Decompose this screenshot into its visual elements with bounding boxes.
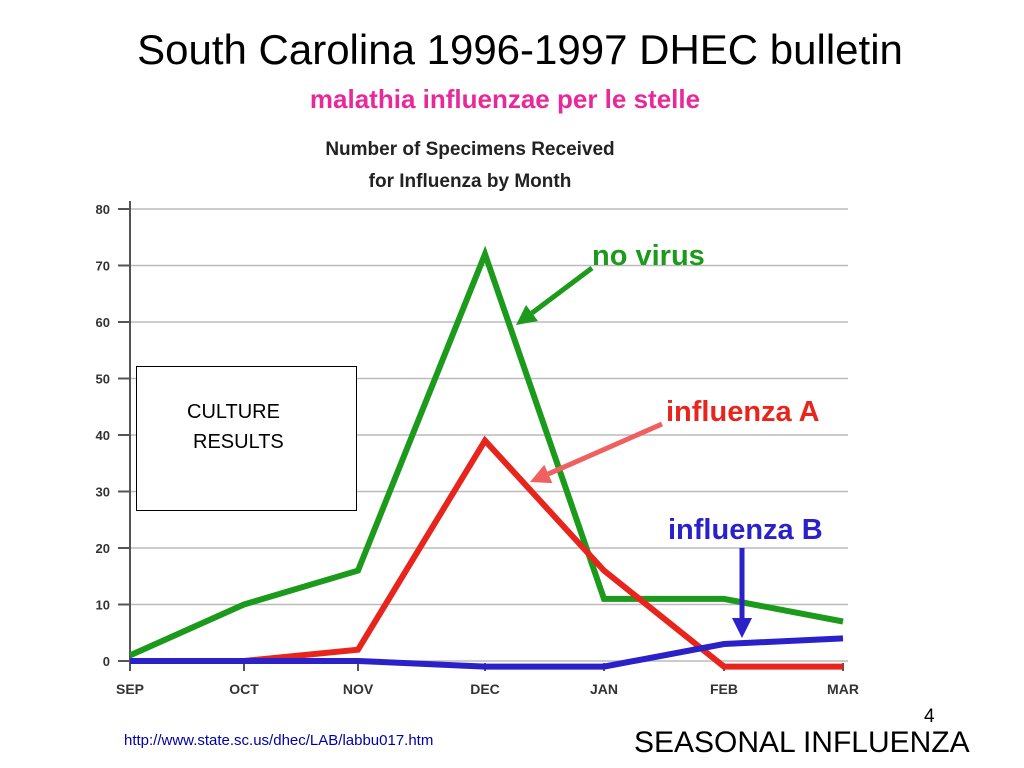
y-tick-label: 0 bbox=[103, 654, 110, 669]
influenza-a-arrow-shaft bbox=[547, 421, 664, 477]
slide-number: 4 bbox=[924, 706, 935, 727]
influenza-a-arrow-head bbox=[530, 464, 553, 484]
slide-title: South Carolina 1996-1997 DHEC bulletin bbox=[137, 26, 903, 73]
y-tick-label: 20 bbox=[96, 541, 110, 556]
x-tick-label: FEB bbox=[710, 681, 738, 697]
x-tick-label: OCT bbox=[229, 681, 259, 697]
culture-results-line1: CULTURE bbox=[187, 401, 280, 423]
y-tick-label: 40 bbox=[96, 428, 110, 443]
no-virus-arrow-shaft bbox=[530, 266, 594, 315]
x-tick-label: SEP bbox=[116, 681, 144, 697]
influenza-b-label: influenza B bbox=[668, 514, 823, 546]
no-virus-arrow-head bbox=[516, 305, 538, 325]
influenza-a-label: influenza A bbox=[666, 396, 820, 428]
x-tick-label: MAR bbox=[827, 681, 859, 697]
chart-subtitle: for Influenza by Month bbox=[368, 171, 572, 192]
y-tick-label: 80 bbox=[96, 202, 110, 217]
x-tick-label: JAN bbox=[590, 681, 618, 697]
series-line-influenza-b bbox=[130, 635, 844, 670]
source-url-link[interactable]: http://www.state.sc.us/dhec/LAB/labbu017… bbox=[124, 732, 434, 749]
footer-title: SEASONAL INFLUENZA bbox=[634, 726, 970, 759]
y-tick-label: 60 bbox=[96, 315, 110, 330]
influenza-b-arrow-head bbox=[732, 618, 752, 638]
y-tick-label: 70 bbox=[96, 259, 110, 274]
y-tick-label: 30 bbox=[96, 485, 110, 500]
chart-title: Number of Specimens Received bbox=[325, 139, 615, 160]
slide-subtitle: malathia influenzae per le stelle bbox=[309, 84, 701, 114]
y-tick-label: 10 bbox=[96, 598, 110, 613]
y-tick-label: 50 bbox=[96, 372, 110, 387]
no-virus-label: no virus bbox=[592, 240, 705, 272]
x-tick-label: NOV bbox=[343, 681, 374, 697]
x-tick-label: DEC bbox=[470, 681, 500, 697]
culture-results-box: CULTURE RESULTS bbox=[136, 366, 357, 511]
culture-results-line2: RESULTS bbox=[193, 431, 284, 453]
